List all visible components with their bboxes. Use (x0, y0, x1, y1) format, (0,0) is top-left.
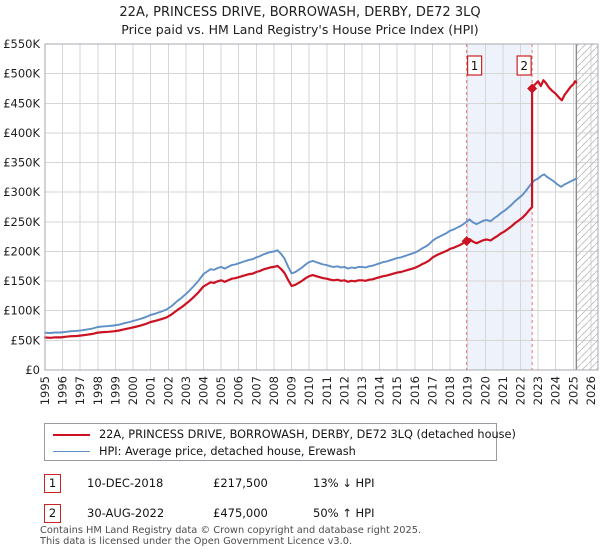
x-tick-label: 2003 (179, 376, 193, 405)
x-tick-label: 2016 (408, 376, 422, 405)
sale-flag-box (467, 55, 483, 76)
page-title: 22A, PRINCESS DRIVE, BORROWASH, DERBY, D… (119, 5, 481, 20)
x-tick-label: 2017 (425, 376, 439, 405)
x-tick-label: 2014 (373, 376, 387, 405)
x-tick-label: 2004 (197, 376, 211, 405)
x-tick-label: 2009 (285, 376, 299, 405)
footer-line-2: This data is licensed under the Open Gov… (40, 535, 353, 547)
x-tick-label: 2024 (549, 376, 563, 405)
y-tick-label: £450K (3, 96, 40, 110)
sale-period-band (466, 44, 533, 370)
sale-price: £217,500 (213, 476, 268, 490)
sale-row: 1 10-DEC-2018 £217,500 13% ↓ HPI (44, 474, 584, 494)
y-tick-label: £50K (11, 333, 41, 347)
price-history-plot: £0 £50K £100K £150K £200K £250K £300K £350K £400… (3, 37, 599, 405)
property-series-line (43, 79, 578, 339)
x-tick-label: 1999 (108, 376, 122, 405)
x-tick-label: 2007 (249, 376, 263, 405)
x-tick-label: 2001 (144, 376, 158, 405)
y-tick-label: £250K (3, 215, 40, 229)
sale-point-marker (461, 236, 472, 247)
hpi-series-line (44, 173, 578, 334)
sale-date: 10-DEC-2018 (87, 476, 164, 490)
x-tick-label: 2023 (531, 376, 545, 405)
hpi-line-swatch (53, 451, 90, 452)
page-subtitle: Price paid vs. HM Land Registry's House … (121, 22, 479, 37)
x-tick-label: 2022 (514, 376, 528, 405)
property-line-swatch (53, 433, 90, 436)
sale-price: £475,000 (213, 506, 268, 520)
y-tick-label: £350K (3, 156, 40, 170)
sale-number-box: 2 (44, 504, 61, 523)
x-tick-label: 2020 (478, 376, 492, 405)
sale-hpi-delta: 13% ↓ HPI (313, 476, 375, 490)
legend-row: 22A, PRINCESS DRIVE, BORROWASH, DERBY, D… (53, 426, 516, 443)
footer-line-1: Contains HM Land Registry data © Crown c… (40, 525, 422, 536)
y-tick-label: £150K (3, 274, 40, 288)
x-tick-label: 2025 (566, 376, 580, 405)
chart-legend: 22A, PRINCESS DRIVE, BORROWASH, DERBY, D… (44, 423, 516, 461)
x-tick-label: 2026 (584, 376, 598, 405)
y-tick-label: £400K (3, 126, 40, 140)
x-tick-label: 2005 (214, 376, 228, 405)
x-tick-label: 1996 (56, 376, 70, 405)
x-tick-label: 2010 (302, 376, 316, 405)
x-tick-label: 2019 (461, 376, 475, 405)
future-hatch-region (576, 44, 598, 370)
legend-label: 22A, PRINCESS DRIVE, BORROWASH, DERBY, D… (99, 428, 516, 441)
x-tick-label: 2002 (161, 376, 175, 405)
x-tick-label: 2013 (355, 376, 369, 405)
sale-flag-number: 2 (520, 59, 528, 73)
sale-point-marker (527, 83, 538, 94)
x-tick-label: 2006 (232, 376, 246, 405)
y-tick-label: £0 (25, 363, 40, 377)
x-tick-label: 2012 (337, 376, 351, 405)
sale-flag-box (516, 55, 532, 76)
sale-date: 30-AUG-2022 (87, 506, 165, 520)
x-tick-label: 2021 (496, 376, 510, 405)
sale-row: 2 30-AUG-2022 £475,000 50% ↑ HPI (44, 504, 584, 524)
x-tick-label: 2018 (443, 376, 457, 405)
plot-frame (44, 43, 599, 371)
legend-row: HPI: Average price, detached house, Erew… (53, 443, 490, 460)
x-tick-label: 1998 (91, 376, 105, 405)
x-tick-label: 2000 (126, 376, 140, 405)
x-tick-label: 2011 (320, 376, 334, 405)
x-tick-label: 2008 (267, 376, 281, 405)
y-tick-label: £300K (3, 185, 40, 199)
sale-flag-number: 1 (471, 59, 479, 73)
license-footer: Contains HM Land Registry data © Crown c… (40, 525, 422, 547)
y-tick-label: £200K (3, 244, 40, 258)
legend-label: HPI: Average price, detached house, Erew… (99, 445, 356, 458)
sale-number-box: 1 (44, 474, 61, 493)
x-tick-label: 1997 (73, 376, 87, 405)
y-tick-label: £500K (3, 67, 40, 81)
y-tick-label: £100K (3, 304, 40, 318)
sale-hpi-delta: 50% ↑ HPI (313, 506, 375, 520)
x-tick-label: 2015 (390, 376, 404, 405)
y-tick-label: £550K (3, 37, 40, 51)
x-tick-label: 1995 (38, 376, 52, 405)
